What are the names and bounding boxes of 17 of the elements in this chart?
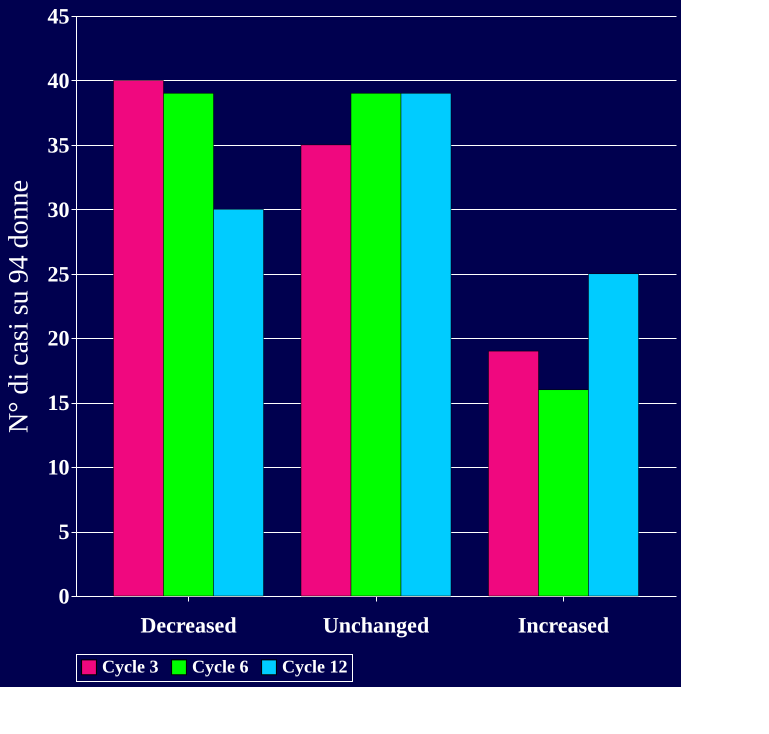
x-tick-label: Increased (518, 612, 610, 638)
legend-label: Cycle 6 (192, 656, 248, 676)
y-tick-label: 30 (48, 196, 70, 222)
y-tick-label: 20 (48, 326, 70, 351)
y-tick-label: 45 (48, 4, 70, 28)
legend-label: Cycle 12 (282, 656, 348, 676)
legend-label: Cycle 3 (102, 656, 158, 676)
x-tick-label: Decreased (140, 612, 237, 638)
x-tick-label: Unchanged (322, 612, 430, 638)
y-axis-title: N° di casi su 94 donne (4, 180, 34, 434)
y-tick-label: 10 (48, 454, 70, 480)
y-tick-label: 15 (48, 390, 70, 416)
y-tick-label: 25 (48, 261, 70, 286)
y-tick-label: 35 (48, 132, 70, 158)
y-tick-label: 0 (58, 584, 70, 608)
y-tick-label: 40 (48, 68, 70, 93)
y-tick-label: 5 (58, 519, 70, 544)
